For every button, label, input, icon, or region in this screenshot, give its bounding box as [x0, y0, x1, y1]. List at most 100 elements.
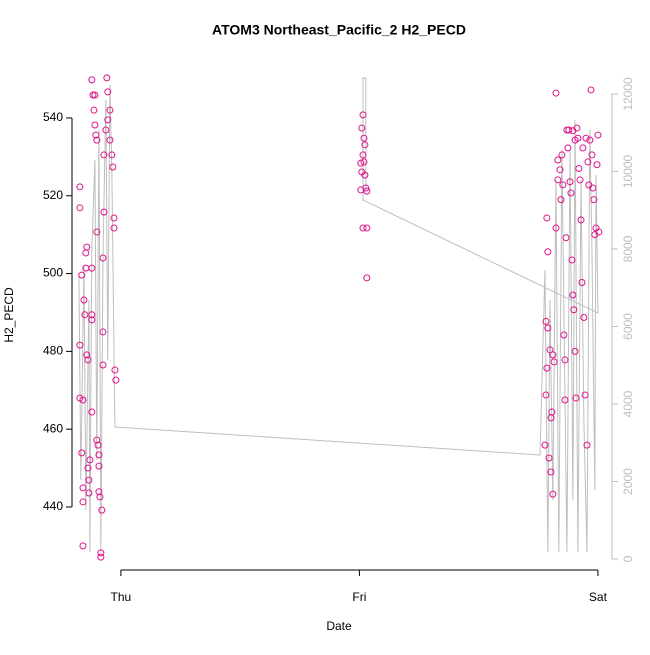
point: [571, 347, 579, 355]
point: [545, 454, 553, 462]
point: [83, 243, 91, 251]
point: [582, 134, 590, 142]
point: [92, 131, 100, 139]
point: [556, 166, 564, 174]
point: [79, 396, 87, 404]
y-tick-label: 540: [43, 110, 63, 124]
point: [76, 183, 84, 191]
point: [88, 408, 96, 416]
point: [557, 196, 565, 204]
y2-tick-label: 8000: [621, 235, 635, 262]
point: [112, 376, 120, 384]
y-axis-label: H2_PECD: [2, 287, 16, 343]
point: [111, 366, 119, 374]
point: [541, 441, 549, 449]
point: [569, 127, 577, 135]
point: [581, 391, 589, 399]
point: [358, 124, 366, 132]
point: [568, 256, 576, 264]
y-tick-label: 520: [43, 188, 63, 202]
point: [81, 311, 89, 319]
x-tick-label: Fri: [352, 590, 366, 604]
point: [593, 161, 601, 169]
point: [78, 449, 86, 457]
point: [94, 441, 102, 449]
point: [78, 271, 86, 279]
point: [589, 184, 597, 192]
point: [543, 364, 551, 372]
point: [360, 134, 368, 142]
x-tick-label: Thu: [111, 590, 132, 604]
line: [78, 77, 599, 552]
point: [85, 489, 93, 497]
point: [544, 248, 552, 256]
point: [100, 208, 108, 216]
point: [570, 306, 578, 314]
point: [361, 171, 369, 179]
point: [361, 141, 369, 149]
point: [88, 264, 96, 272]
point: [79, 498, 87, 506]
point: [110, 214, 118, 222]
point: [83, 351, 91, 359]
x-axis-label: Date: [326, 619, 352, 633]
point: [86, 456, 94, 464]
point: [84, 464, 92, 472]
point: [590, 196, 598, 204]
chart-title: ATOM3 Northeast_Pacific_2 H2_PECD: [212, 22, 466, 38]
point: [560, 331, 568, 339]
point: [579, 144, 587, 152]
point: [554, 156, 562, 164]
y-tick-label: 440: [43, 499, 63, 513]
point: [99, 328, 107, 336]
y-tick-label: 500: [43, 266, 63, 280]
point: [595, 228, 603, 236]
point: [554, 176, 562, 184]
point: [562, 234, 570, 242]
point: [583, 441, 591, 449]
y2-tick-label: 12000: [621, 77, 635, 111]
point: [542, 391, 550, 399]
point: [580, 314, 588, 322]
point: [552, 224, 560, 232]
y2-tick-label: 4000: [621, 390, 635, 417]
point: [588, 151, 596, 159]
point: [594, 131, 602, 139]
point: [542, 317, 550, 325]
point: [104, 88, 112, 96]
point: [363, 187, 371, 195]
point: [80, 296, 88, 304]
point: [359, 224, 367, 232]
y-tick-label: 480: [43, 344, 63, 358]
point: [584, 158, 592, 166]
point: [577, 216, 585, 224]
point: [586, 136, 594, 144]
point: [544, 324, 552, 332]
point: [95, 451, 103, 459]
point: [97, 553, 105, 561]
point: [566, 178, 574, 186]
point: [547, 468, 555, 476]
point: [88, 311, 96, 319]
point: [543, 214, 551, 222]
y2-tick-label: 10000: [621, 154, 635, 188]
y2-tick-label: 6000: [621, 313, 635, 340]
point: [561, 356, 569, 364]
point: [564, 144, 572, 152]
point: [93, 136, 101, 144]
point: [109, 163, 117, 171]
point: [363, 224, 371, 232]
point: [550, 358, 558, 366]
point: [88, 316, 96, 324]
point: [90, 106, 98, 114]
point: [363, 274, 371, 282]
y2-tick-label: 2000: [621, 468, 635, 495]
point: [76, 204, 84, 212]
point: [89, 91, 97, 99]
point: [559, 181, 567, 189]
point: [91, 121, 99, 129]
point: [576, 176, 584, 184]
point: [106, 106, 114, 114]
point: [558, 151, 566, 159]
